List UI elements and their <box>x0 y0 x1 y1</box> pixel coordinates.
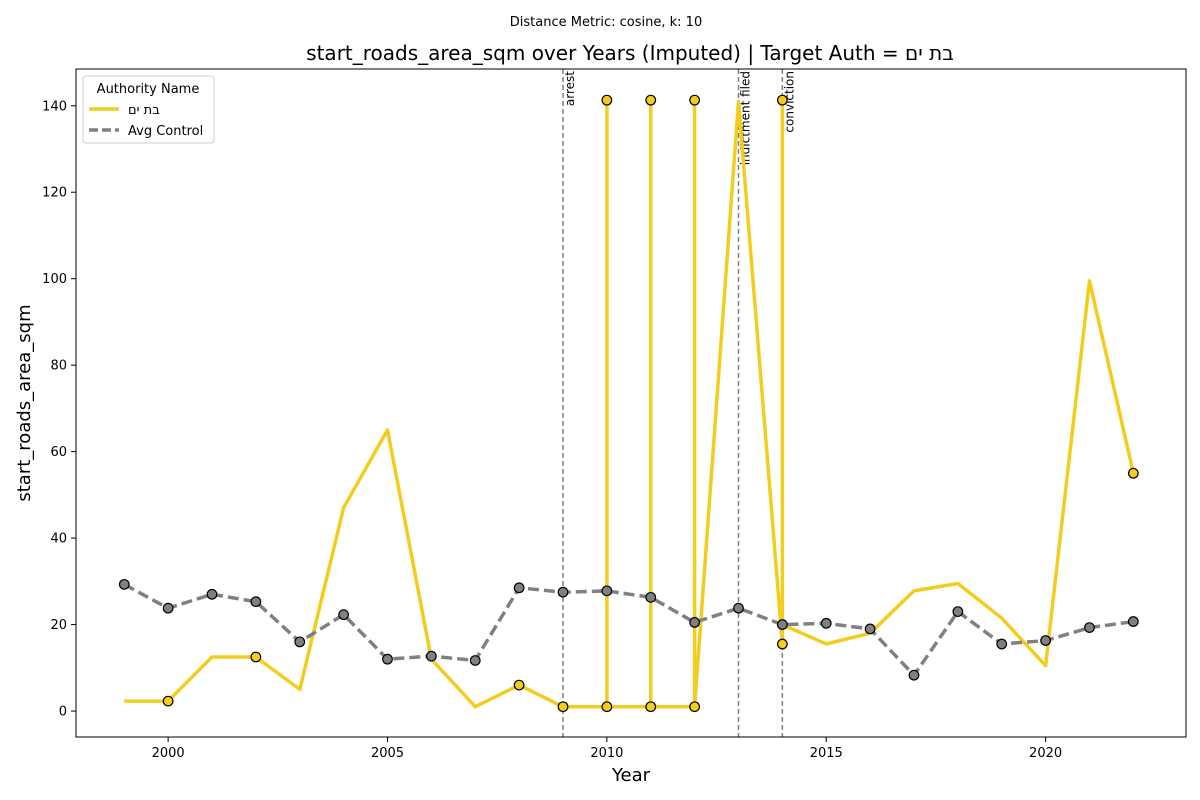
control-point-19 <box>952 606 964 618</box>
legend-label-target: בת ים <box>128 103 160 118</box>
target-point-5 <box>601 94 613 106</box>
control-point-12 <box>645 591 657 603</box>
control-point-6 <box>382 653 393 665</box>
control-point-2 <box>206 588 218 600</box>
y-tick-label-5: 100 <box>42 272 67 287</box>
target-point-6 <box>645 701 657 713</box>
control-point-21 <box>1040 635 1052 646</box>
control-point-7 <box>425 650 437 662</box>
target-point-2 <box>513 679 525 691</box>
target-point-10 <box>776 638 788 650</box>
control-point-4 <box>294 636 306 648</box>
control-point-13 <box>689 617 701 628</box>
control-point-9 <box>513 582 525 594</box>
control-point-3 <box>250 596 262 608</box>
legend-label-control: Avg Control <box>128 124 203 139</box>
control-point-20 <box>996 638 1008 650</box>
control-point-15 <box>776 619 788 630</box>
target-point-3 <box>557 701 569 713</box>
target-point-4 <box>601 701 613 713</box>
chart-suptitle: Distance Metric: cosine, k: 10 <box>510 15 702 30</box>
control-point-0 <box>118 578 130 590</box>
control-point-18 <box>908 669 920 681</box>
y-tick-label-4: 80 <box>50 359 67 374</box>
event-label-2: conviction <box>782 71 796 133</box>
y-axis-label: start_roads_area_sqm <box>14 304 35 501</box>
y-tick-label-6: 120 <box>42 186 67 201</box>
target-point-9 <box>689 94 701 106</box>
target-point-0 <box>162 695 174 707</box>
control-point-23 <box>1127 616 1139 627</box>
chart-title: start_roads_area_sqm over Years (Imputed… <box>306 41 954 65</box>
legend-title: Authority Name <box>97 82 200 97</box>
y-tick-label-1: 20 <box>50 618 67 633</box>
control-point-1 <box>162 602 174 614</box>
target-point-8 <box>689 701 701 713</box>
control-point-17 <box>864 623 876 635</box>
target-point-12 <box>1127 467 1139 479</box>
control-point-10 <box>557 586 569 598</box>
plot-frame <box>75 68 1187 738</box>
x-axis-label: Year <box>611 765 651 786</box>
control-point-8 <box>469 655 481 666</box>
x-tick-label-0: 2000 <box>152 746 185 761</box>
y-tick-label-0: 0 <box>59 705 67 720</box>
series-line-1 <box>123 582 1134 677</box>
control-point-16 <box>820 617 832 629</box>
x-tick-label-4: 2020 <box>1029 746 1062 761</box>
target-point-7 <box>645 94 657 106</box>
series-line-0 <box>124 98 1136 709</box>
control-point-5 <box>338 609 350 621</box>
control-point-11 <box>601 585 613 597</box>
plot-area: arrest indictment filed conviction <box>118 69 1139 737</box>
legend-box <box>82 75 215 144</box>
target-point-11 <box>776 94 788 106</box>
target-point-1 <box>250 651 262 663</box>
x-tick-label-2: 2010 <box>590 746 623 761</box>
control-point-14 <box>733 602 744 614</box>
event-label-0: arrest <box>563 71 577 106</box>
y-tick-label-7: 140 <box>42 99 67 114</box>
y-tick-label-2: 40 <box>50 532 67 547</box>
x-tick-label-3: 2015 <box>810 746 843 761</box>
legend: Authority Name בת ים Avg Control <box>82 75 215 144</box>
y-tick-label-3: 60 <box>50 445 67 460</box>
axes: 2000 2005 2010 2015 2020 0 20 40 60 80 100 120 140 <box>42 99 1062 761</box>
x-tick-label-1: 2005 <box>371 746 404 761</box>
control-point-22 <box>1084 622 1095 634</box>
